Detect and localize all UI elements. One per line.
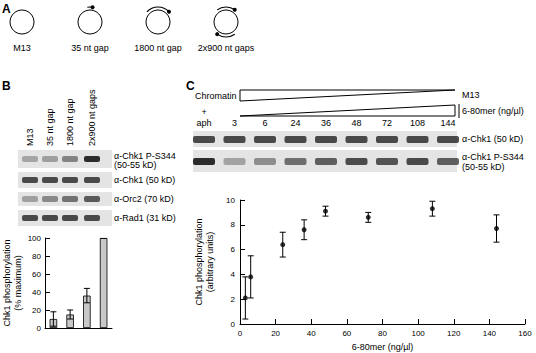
svg-text:80: 80 xyxy=(32,252,41,261)
svg-text:3: 3 xyxy=(232,118,237,128)
svg-text:B: B xyxy=(2,79,11,93)
svg-text:6: 6 xyxy=(231,245,236,254)
svg-text:C: C xyxy=(186,79,195,93)
svg-text:24: 24 xyxy=(290,118,300,128)
svg-text:144: 144 xyxy=(440,118,455,128)
svg-text:2x900 nt gaps: 2x900 nt gaps xyxy=(198,43,255,53)
svg-text:6: 6 xyxy=(262,118,267,128)
svg-text:36: 36 xyxy=(321,118,331,128)
svg-text:10: 10 xyxy=(226,196,235,205)
svg-text:100: 100 xyxy=(28,234,42,243)
svg-text:48: 48 xyxy=(351,118,361,128)
svg-text:40: 40 xyxy=(32,288,41,297)
svg-text:60: 60 xyxy=(342,329,351,338)
svg-text:Chromatin: Chromatin xyxy=(195,91,237,101)
svg-text:(arbitrary units): (arbitrary units) xyxy=(205,232,215,293)
svg-text:M13: M13 xyxy=(25,128,35,146)
svg-text:1800 nt gap: 1800 nt gap xyxy=(134,43,182,53)
svg-text:6-80mer (ng/µl): 6-80mer (ng/µl) xyxy=(462,106,524,116)
svg-text:α-Rad1 (31 kD): α-Rad1 (31 kD) xyxy=(114,213,176,223)
svg-text:100: 100 xyxy=(411,329,425,338)
svg-text:(% maximum): (% maximum) xyxy=(13,255,23,311)
svg-text:α-Chk1 P-S344: α-Chk1 P-S344 xyxy=(114,151,176,161)
svg-text:α-Chk1 P-S344: α-Chk1 P-S344 xyxy=(462,152,524,162)
svg-text:0: 0 xyxy=(238,329,243,338)
svg-text:2: 2 xyxy=(231,295,236,304)
svg-text:4: 4 xyxy=(231,270,236,279)
svg-text:80: 80 xyxy=(378,329,387,338)
svg-text:M13: M13 xyxy=(462,90,480,100)
svg-text:α-Chk1 (50 kD): α-Chk1 (50 kD) xyxy=(462,134,523,144)
svg-text:60: 60 xyxy=(32,270,41,279)
svg-text:α-Chk1 (50 kD): α-Chk1 (50 kD) xyxy=(114,175,175,185)
svg-text:6-80mer (ng/µl): 6-80mer (ng/µl) xyxy=(352,342,414,352)
svg-text:(50-55 kD): (50-55 kD) xyxy=(114,160,157,170)
svg-text:A: A xyxy=(2,2,11,16)
svg-text:1800 nt gap: 1800 nt gap xyxy=(65,98,75,146)
svg-text:160: 160 xyxy=(518,329,532,338)
svg-text:Chk1 phosphorylation: Chk1 phosphorylation xyxy=(2,239,12,326)
svg-text:120: 120 xyxy=(447,329,461,338)
svg-text:aph: aph xyxy=(196,118,211,128)
svg-text:Chk1 phosphorylation: Chk1 phosphorylation xyxy=(194,218,204,305)
svg-text:0: 0 xyxy=(231,320,236,329)
svg-text:140: 140 xyxy=(483,329,497,338)
svg-text:20: 20 xyxy=(271,329,280,338)
svg-text:8: 8 xyxy=(231,220,236,229)
svg-text:α-Orc2 (70 kD): α-Orc2 (70 kD) xyxy=(114,194,174,204)
svg-text:0: 0 xyxy=(37,324,42,333)
svg-text:40: 40 xyxy=(307,329,316,338)
svg-text:20: 20 xyxy=(32,306,41,315)
svg-text:+: + xyxy=(201,107,206,117)
svg-text:M13: M13 xyxy=(13,43,31,53)
svg-text:72: 72 xyxy=(382,118,392,128)
svg-text:108: 108 xyxy=(410,118,425,128)
svg-text:2x900 nt gaps: 2x900 nt gaps xyxy=(87,89,97,146)
svg-text:35 nt gap: 35 nt gap xyxy=(71,43,109,53)
svg-text:(50-55 kD): (50-55 kD) xyxy=(462,162,505,172)
svg-text:35 nt gap: 35 nt gap xyxy=(45,108,55,146)
